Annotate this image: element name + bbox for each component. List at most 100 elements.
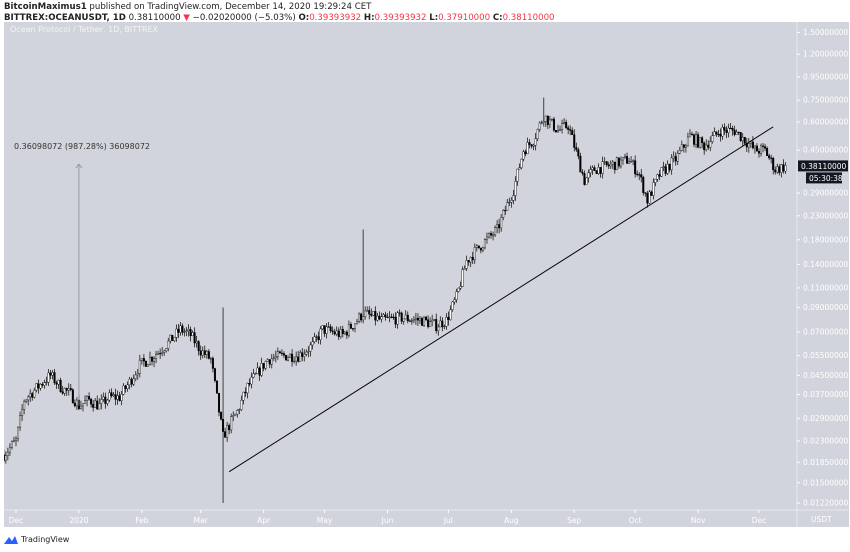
candle[interactable] — [59, 379, 62, 393]
candle[interactable] — [315, 336, 318, 338]
candle[interactable] — [21, 409, 24, 416]
candle[interactable] — [406, 314, 409, 322]
candle[interactable] — [185, 330, 188, 332]
candle[interactable] — [242, 391, 245, 401]
candle[interactable] — [500, 217, 503, 229]
candle[interactable] — [189, 329, 192, 336]
candle[interactable] — [565, 122, 568, 128]
candle[interactable] — [490, 233, 493, 236]
candle[interactable] — [743, 137, 746, 144]
candle[interactable] — [53, 372, 56, 384]
candle[interactable] — [581, 171, 584, 174]
candle[interactable] — [593, 167, 596, 171]
candle[interactable] — [532, 144, 535, 147]
candle[interactable] — [516, 168, 519, 182]
candle[interactable] — [41, 384, 44, 386]
trendline[interactable] — [228, 126, 774, 473]
candle[interactable] — [372, 311, 375, 316]
candle[interactable] — [254, 373, 257, 375]
candle[interactable] — [713, 131, 716, 136]
candle[interactable] — [656, 174, 659, 180]
candle[interactable] — [648, 191, 651, 204]
candle[interactable] — [561, 123, 564, 130]
candle[interactable] — [711, 135, 714, 142]
candle[interactable] — [232, 415, 235, 417]
candle[interactable] — [319, 328, 322, 341]
candle[interactable] — [443, 325, 446, 328]
candle[interactable] — [94, 400, 97, 408]
candle[interactable] — [274, 356, 277, 359]
candle[interactable] — [102, 396, 105, 400]
candle[interactable] — [250, 376, 253, 385]
candle[interactable] — [512, 195, 515, 201]
candle[interactable] — [360, 313, 363, 321]
candle[interactable] — [591, 167, 594, 170]
candle[interactable] — [660, 167, 663, 177]
candle[interactable] — [737, 131, 740, 133]
candle[interactable] — [17, 426, 20, 440]
candle[interactable] — [457, 287, 460, 292]
candle[interactable] — [380, 316, 383, 320]
candle[interactable] — [236, 410, 239, 415]
candle[interactable] — [429, 321, 432, 327]
candle[interactable] — [425, 316, 428, 321]
candle[interactable] — [599, 167, 602, 174]
candle[interactable] — [331, 330, 334, 332]
candle[interactable] — [469, 257, 472, 263]
candle[interactable] — [303, 354, 306, 357]
candle[interactable] — [272, 357, 275, 360]
chart-canvas[interactable]: 1.50000000 1.20000000 0.95000000 0.75000000… — [4, 22, 849, 527]
candle[interactable] — [130, 378, 133, 385]
candle[interactable] — [453, 299, 456, 303]
candle[interactable] — [345, 331, 348, 336]
candle[interactable] — [640, 174, 643, 178]
candle[interactable] — [8, 447, 11, 453]
candle[interactable] — [449, 309, 452, 320]
candle[interactable] — [772, 157, 775, 171]
candle[interactable] — [195, 341, 198, 344]
candle[interactable] — [546, 115, 549, 125]
candle[interactable] — [540, 122, 543, 124]
candle[interactable] — [260, 363, 263, 376]
candle[interactable] — [603, 161, 606, 163]
candle[interactable] — [674, 156, 677, 162]
candle[interactable] — [215, 380, 218, 394]
candle[interactable] — [644, 192, 647, 194]
candle[interactable] — [248, 383, 251, 385]
candle[interactable] — [585, 177, 588, 185]
candle[interactable] — [35, 383, 38, 391]
candle[interactable] — [400, 312, 403, 322]
candle[interactable] — [524, 151, 527, 155]
candle[interactable] — [739, 132, 742, 142]
candle[interactable] — [433, 319, 436, 321]
candle[interactable] — [213, 368, 216, 381]
candle[interactable] — [134, 374, 137, 379]
candle[interactable] — [699, 137, 702, 148]
candle[interactable] — [165, 348, 168, 352]
candle[interactable] — [49, 372, 52, 376]
candle[interactable] — [110, 392, 113, 396]
candle[interactable] — [518, 167, 521, 170]
candle[interactable] — [51, 372, 54, 376]
candle[interactable] — [246, 383, 249, 394]
candle[interactable] — [183, 331, 186, 333]
candle[interactable] — [179, 325, 182, 333]
candle[interactable] — [297, 356, 300, 362]
candle[interactable] — [144, 360, 147, 367]
candle[interactable] — [224, 431, 227, 438]
candle[interactable] — [120, 393, 123, 401]
candle[interactable] — [220, 412, 223, 420]
candle[interactable] — [496, 224, 499, 228]
candle[interactable] — [228, 425, 231, 431]
author-name[interactable]: BitcoinMaximus1 — [4, 2, 87, 12]
candle[interactable] — [638, 174, 641, 176]
candle[interactable] — [124, 385, 127, 389]
candle[interactable] — [376, 315, 379, 321]
candle[interactable] — [587, 172, 590, 179]
candle[interactable] — [19, 415, 22, 428]
candle[interactable] — [733, 129, 736, 135]
candle[interactable] — [73, 402, 76, 407]
candle[interactable] — [284, 354, 287, 361]
candle[interactable] — [760, 145, 763, 154]
candle[interactable] — [116, 395, 119, 400]
